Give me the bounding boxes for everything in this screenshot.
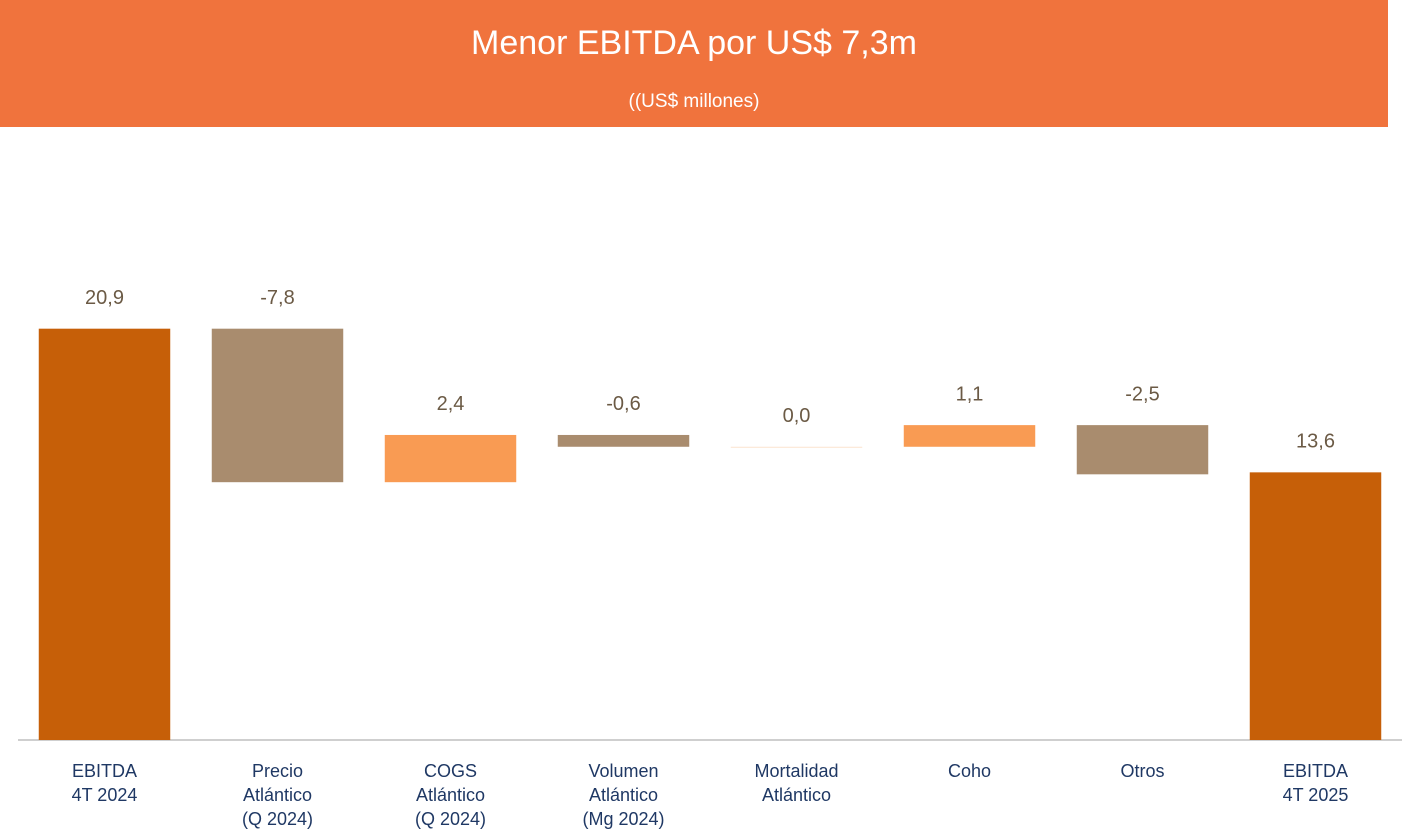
x-tick-label: COGS — [424, 761, 477, 781]
x-tick-label: (Mg 2024) — [582, 809, 664, 829]
bar — [903, 425, 1036, 447]
x-tick-label: EBITDA — [72, 761, 137, 781]
chart-subtitle: ((US$ millones) — [629, 91, 760, 112]
value-label: 0,0 — [783, 405, 811, 427]
x-tick-label: Precio — [252, 761, 303, 781]
bar — [384, 434, 517, 483]
x-tick-label: (Q 2024) — [242, 809, 313, 829]
x-tick-label: Atlántico — [762, 785, 831, 805]
x-tick-label: Mortalidad — [754, 761, 838, 781]
chart-title: Menor EBITDA por US$ 7,3m — [471, 24, 917, 62]
value-label: 2,4 — [437, 393, 465, 415]
bar — [1249, 472, 1382, 740]
value-label: -2,5 — [1125, 383, 1159, 405]
x-tick-label: Otros — [1120, 761, 1164, 781]
value-label: 13,6 — [1296, 431, 1335, 453]
x-tick-label: Atlántico — [589, 785, 658, 805]
x-tick-label: EBITDA — [1283, 761, 1348, 781]
bar — [557, 434, 690, 447]
x-tick-label: 4T 2025 — [1283, 785, 1349, 805]
x-tick-label: 4T 2024 — [72, 785, 138, 805]
value-label: -7,8 — [260, 287, 294, 309]
value-label: 1,1 — [956, 383, 984, 405]
value-label: -0,6 — [606, 393, 640, 415]
bar — [730, 446, 863, 448]
value-label: 20,9 — [85, 287, 124, 309]
x-tick-label: Atlántico — [416, 785, 485, 805]
bar — [211, 328, 344, 483]
title-banner — [0, 0, 1388, 127]
x-tick-label: Coho — [948, 761, 991, 781]
x-tick-label: Volumen — [588, 761, 658, 781]
bar — [1076, 425, 1209, 475]
x-tick-label: (Q 2024) — [415, 809, 486, 829]
bar — [38, 328, 171, 740]
x-tick-label: Atlántico — [243, 785, 312, 805]
